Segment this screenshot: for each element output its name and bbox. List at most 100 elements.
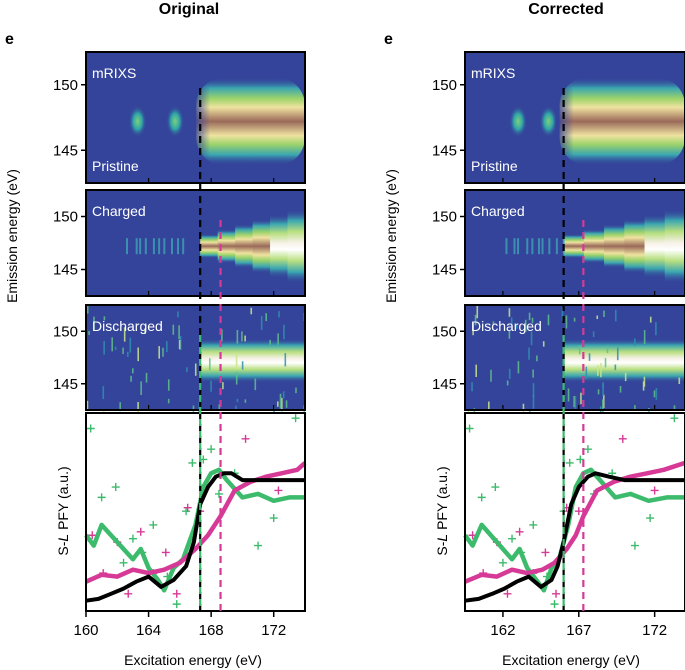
panel-letter: e	[5, 31, 14, 48]
rixs-band-segment	[583, 229, 606, 264]
rixs-noise-streak	[285, 400, 288, 408]
rixs-noise-streak	[166, 341, 168, 353]
y-tick-label: 145	[53, 142, 78, 159]
rixs-noise-streak	[649, 316, 652, 323]
rixs-noise-streak	[163, 238, 166, 255]
rixs-band-segment	[235, 224, 254, 269]
rixs-noise-streak	[547, 314, 550, 326]
rixs-noise-streak	[86, 305, 89, 314]
map-label: Charged	[471, 203, 525, 219]
rixs-noise-streak	[531, 317, 534, 324]
rixs-noise-streak	[475, 364, 478, 377]
rixs-noise-streak	[111, 337, 113, 352]
rixs-noise-streak	[604, 357, 607, 368]
panel-original: Original e Emission energy (eV) S-L PFY …	[4, 1, 307, 668]
rixs-noise-streak	[602, 384, 605, 388]
rixs-noise-streak	[137, 402, 139, 415]
rixs-noise-streak	[167, 398, 170, 404]
x-tick-label: 162	[490, 622, 515, 639]
rixs-noise-streak	[602, 394, 605, 408]
rixs-noise-streak	[179, 335, 182, 351]
rixs-noise-streak	[114, 346, 117, 350]
rixs-noise-streak	[655, 388, 658, 400]
scatter-point-discharged	[477, 493, 486, 502]
scatter-point-charged	[136, 527, 145, 536]
rixs-noise-streak	[580, 392, 582, 405]
x-axis-label: Excitation energy (eV)	[124, 652, 262, 668]
rixs-noise-streak	[152, 238, 155, 255]
rixs-noise-streak	[303, 405, 306, 418]
map-label: mRIXS	[471, 65, 515, 81]
pfy-line-pristine	[85, 471, 305, 603]
rixs-noise-streak	[221, 329, 223, 342]
rixs-noise-streak	[578, 345, 581, 355]
rixs-noise-streak	[182, 238, 185, 255]
scatter-point-charged	[124, 589, 133, 598]
rixs-noise-streak	[210, 380, 212, 392]
rixs-noise-streak	[250, 307, 253, 315]
rixs-noise-streak	[279, 393, 282, 409]
pfy-label-italic: L	[55, 534, 71, 542]
rixs-noise-streak	[102, 386, 105, 400]
x-tick-label: 167	[566, 622, 591, 639]
scatter-point-charged	[88, 531, 97, 540]
rixs-noise-streak	[614, 364, 617, 371]
rixs-noise-streak	[490, 369, 492, 382]
rixs-band-edge	[192, 77, 211, 166]
rixs-noise-streak	[103, 316, 106, 321]
rixs-noise-streak	[126, 238, 129, 255]
rixs-noise-streak	[235, 371, 238, 385]
scatter-point-charged	[274, 486, 283, 495]
rixs-spot	[539, 105, 558, 138]
rixs-noise-streak	[158, 238, 161, 255]
rixs-noise-streak	[541, 238, 544, 255]
x-tick-label: 172	[261, 622, 286, 639]
rixs-noise-streak	[602, 399, 604, 414]
rixs-noise-streak	[673, 405, 676, 409]
rixs-noise-streak	[492, 321, 495, 325]
rixs-map-discharged: Discharged 150 145	[432, 304, 685, 419]
rixs-noise-streak	[278, 311, 280, 318]
rixs-noise-streak	[585, 366, 588, 380]
scatter-point-discharged	[291, 414, 300, 423]
rixs-noise-streak	[531, 238, 534, 255]
scatter-point-discharged	[630, 541, 639, 550]
rixs-spot	[166, 105, 185, 138]
rixs-noise-streak	[194, 363, 197, 376]
rixs-band-segment	[252, 219, 272, 274]
rixs-noise-streak	[145, 372, 148, 383]
rixs-noise-streak	[137, 347, 140, 362]
scatter-point-discharged	[149, 520, 158, 529]
rixs-noise-streak	[126, 351, 129, 357]
scatter-point-charged	[574, 507, 583, 516]
scatter-point-charged	[503, 589, 512, 598]
rixs-noise-streak	[277, 401, 279, 407]
scatter-point-discharged	[508, 534, 517, 543]
rixs-noise-streak	[144, 238, 147, 255]
rixs-noise-streak	[624, 372, 627, 382]
scatter-point-charged	[241, 434, 250, 443]
y-tick-label: 150	[53, 209, 78, 226]
rixs-noise-streak	[655, 322, 657, 336]
scatter-point-discharged	[529, 520, 538, 529]
scatter-point-discharged	[254, 541, 263, 550]
rixs-noise-streak	[517, 361, 520, 374]
rixs-noise-streak	[574, 396, 577, 409]
rixs-noise-streak	[526, 238, 529, 255]
x-axis-label: Excitation energy (eV)	[502, 652, 640, 668]
rixs-band-segment	[217, 229, 237, 264]
rixs-noise-streak	[619, 386, 622, 393]
rixs-noise-streak	[282, 391, 285, 399]
rixs-noise-streak	[218, 404, 221, 410]
y-tick-label: 150	[53, 323, 78, 340]
rixs-noise-streak	[508, 368, 511, 379]
rixs-band-segment	[563, 234, 585, 259]
emission-axis-label: Emission energy (eV)	[4, 169, 20, 303]
rixs-map-charged: Charged 150 145	[53, 189, 306, 297]
pfy-label-prefix: S-	[434, 541, 450, 555]
y-tick-label: 145	[432, 376, 457, 393]
panel-corrected: Corrected e Emission energy (eV) S-L PFY…	[383, 1, 685, 668]
scatter-point-discharged	[465, 424, 474, 433]
rixs-noise-streak	[208, 358, 211, 371]
scatter-point-discharged	[646, 514, 655, 523]
